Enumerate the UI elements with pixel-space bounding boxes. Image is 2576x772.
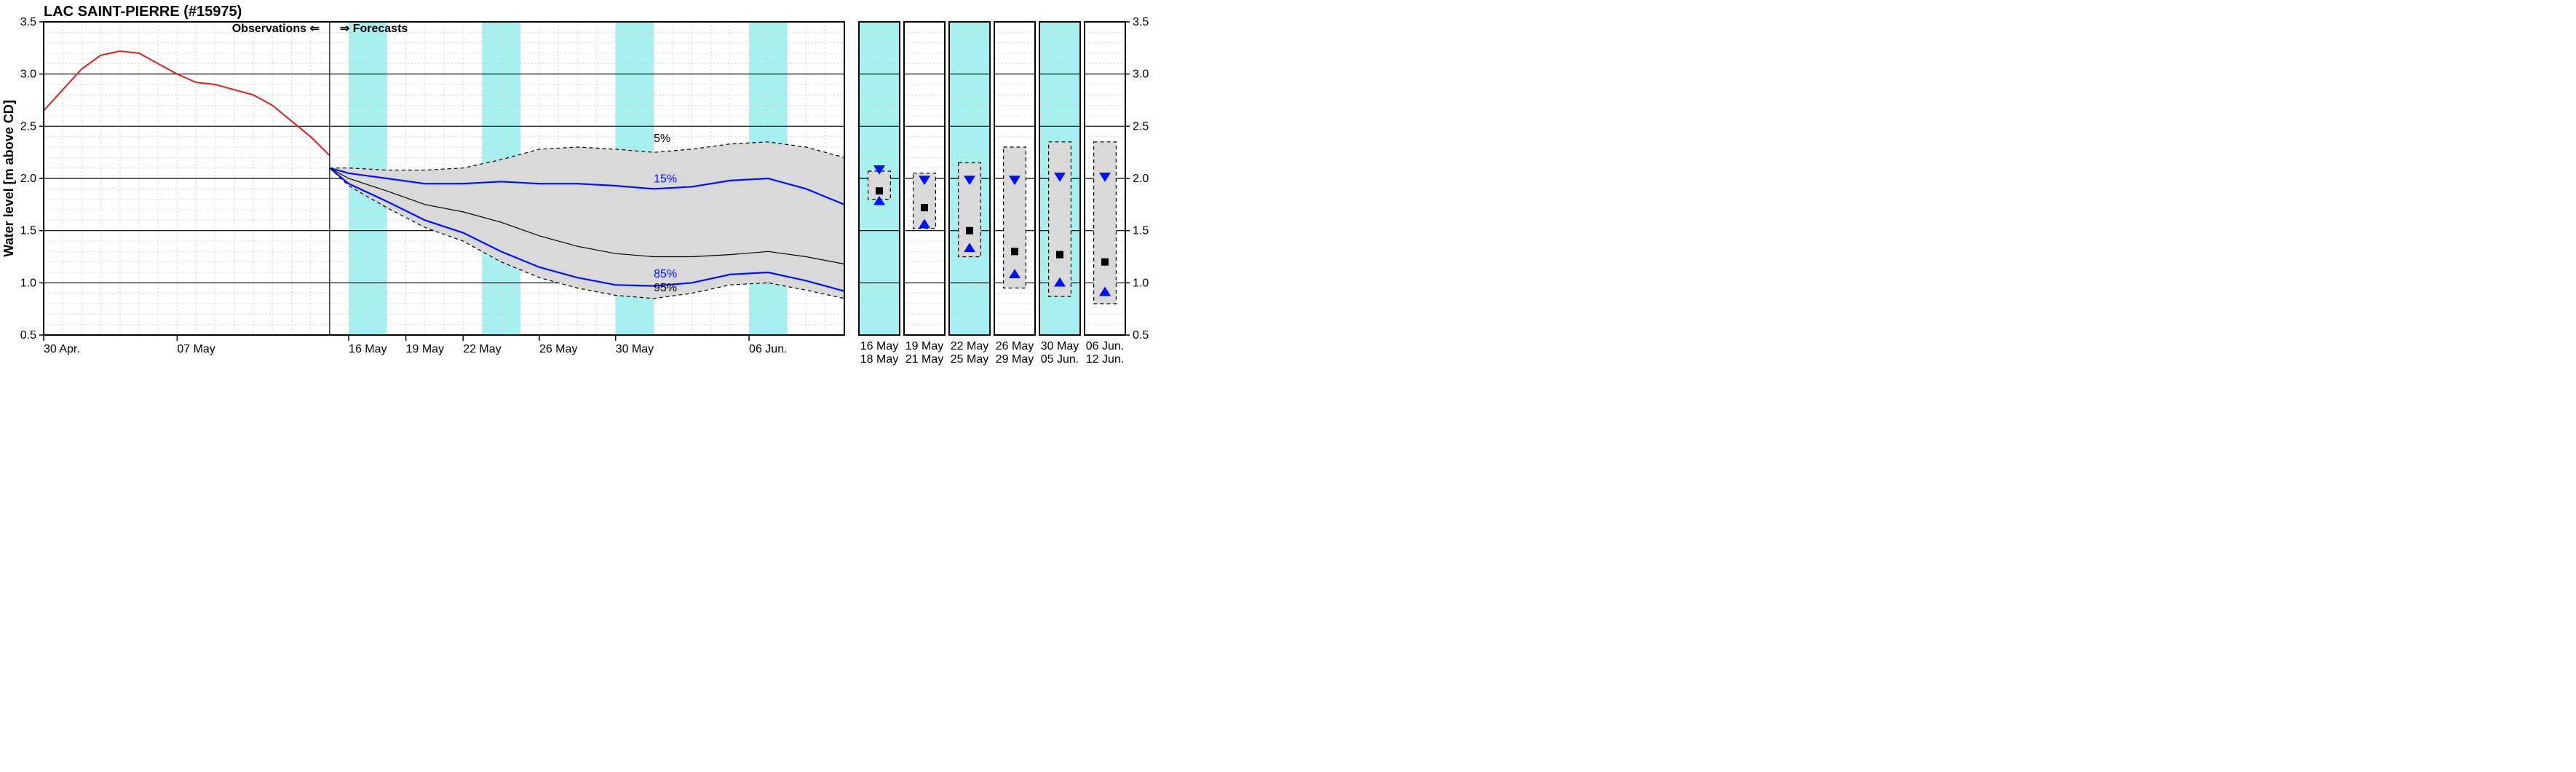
period-label-top: 19 May — [905, 340, 943, 352]
x-tick-label: 30 May — [616, 343, 654, 355]
period-box — [1094, 142, 1117, 304]
marker-p50 — [1056, 251, 1063, 259]
period-label-bottom: 29 May — [996, 353, 1034, 366]
marker-p50 — [1011, 248, 1018, 255]
y-tick-label: 1.0 — [20, 277, 36, 289]
y-tick-label: 2.0 — [20, 173, 36, 185]
x-tick-label: 07 May — [177, 343, 215, 355]
y-tick-label: 0.5 — [20, 329, 36, 342]
chart-container: 5% 15% 85% 95% Observations ⇐ ⇒ Forecasts 30 A… — [0, 0, 2576, 382]
y-tick-label-right: 2.0 — [1133, 173, 1149, 185]
period-panel: 06 Jun.12 Jun. — [1085, 22, 1125, 366]
x-tick-label: 19 May — [406, 343, 444, 355]
period-box — [1049, 142, 1071, 296]
pct-label: 95% — [654, 282, 677, 294]
main-plot: 5% 15% 85% 95% Observations ⇐ ⇒ Forecasts 30 A… — [20, 16, 844, 355]
observations-label: Observations ⇐ — [232, 23, 320, 35]
period-label-bottom: 25 May — [951, 353, 988, 366]
period-label-bottom: 21 May — [905, 353, 943, 366]
marker-p50 — [1101, 259, 1109, 266]
period-box — [868, 171, 891, 200]
marker-p50 — [876, 187, 883, 194]
period-label-bottom: 18 May — [860, 353, 898, 366]
period-box — [1004, 147, 1026, 288]
period-panel: 30 May05 Jun. — [1039, 22, 1080, 366]
y-tick-label-right: 3.5 — [1133, 16, 1149, 28]
period-label-bottom: 05 Jun. — [1041, 353, 1079, 366]
period-panel: 16 May18 May — [859, 22, 900, 366]
forecasts-label: ⇒ Forecasts — [340, 23, 408, 35]
pct-label: 15% — [654, 173, 677, 186]
y-tick-label-right: 1.0 — [1133, 277, 1149, 289]
period-label-top: 26 May — [996, 340, 1034, 352]
fan-fill — [330, 142, 844, 299]
chart-title: LAC SAINT-PIERRE (#15975) — [44, 4, 242, 20]
period-label-top: 06 Jun. — [1086, 340, 1124, 352]
y-tick-label: 1.5 — [20, 225, 36, 237]
period-panel: 22 May25 May — [949, 22, 990, 366]
x-tick-label: 22 May — [463, 343, 501, 355]
x-tick-label: 26 May — [539, 343, 577, 355]
x-tick-label: 16 May — [349, 343, 387, 355]
y-tick-label: 3.5 — [20, 16, 36, 28]
marker-p50 — [921, 204, 928, 211]
x-tick-label: 30 Apr. — [44, 343, 80, 355]
y-tick-label: 2.5 — [20, 120, 36, 133]
period-panel: 26 May29 May — [994, 22, 1035, 366]
period-panel: 19 May21 May — [904, 22, 945, 366]
y-axis-label: Water level [m above CD] — [1, 100, 16, 256]
period-label-top: 16 May — [860, 340, 898, 352]
pct-label: 85% — [654, 268, 677, 280]
observation-line — [44, 51, 330, 155]
period-label-top: 22 May — [951, 340, 988, 352]
period-label-top: 30 May — [1041, 340, 1079, 352]
pct-label: 5% — [654, 133, 670, 145]
marker-p50 — [966, 227, 973, 235]
x-tick-label: 06 Jun. — [749, 343, 787, 355]
y-tick-label-right: 0.5 — [1133, 329, 1149, 342]
y-tick-label-right: 2.5 — [1133, 120, 1149, 133]
period-label-bottom: 12 Jun. — [1086, 353, 1124, 366]
y-tick-label-right: 1.5 — [1133, 225, 1149, 237]
y-tick-label: 3.0 — [20, 68, 36, 81]
y-tick-label-right: 3.0 — [1133, 68, 1149, 81]
